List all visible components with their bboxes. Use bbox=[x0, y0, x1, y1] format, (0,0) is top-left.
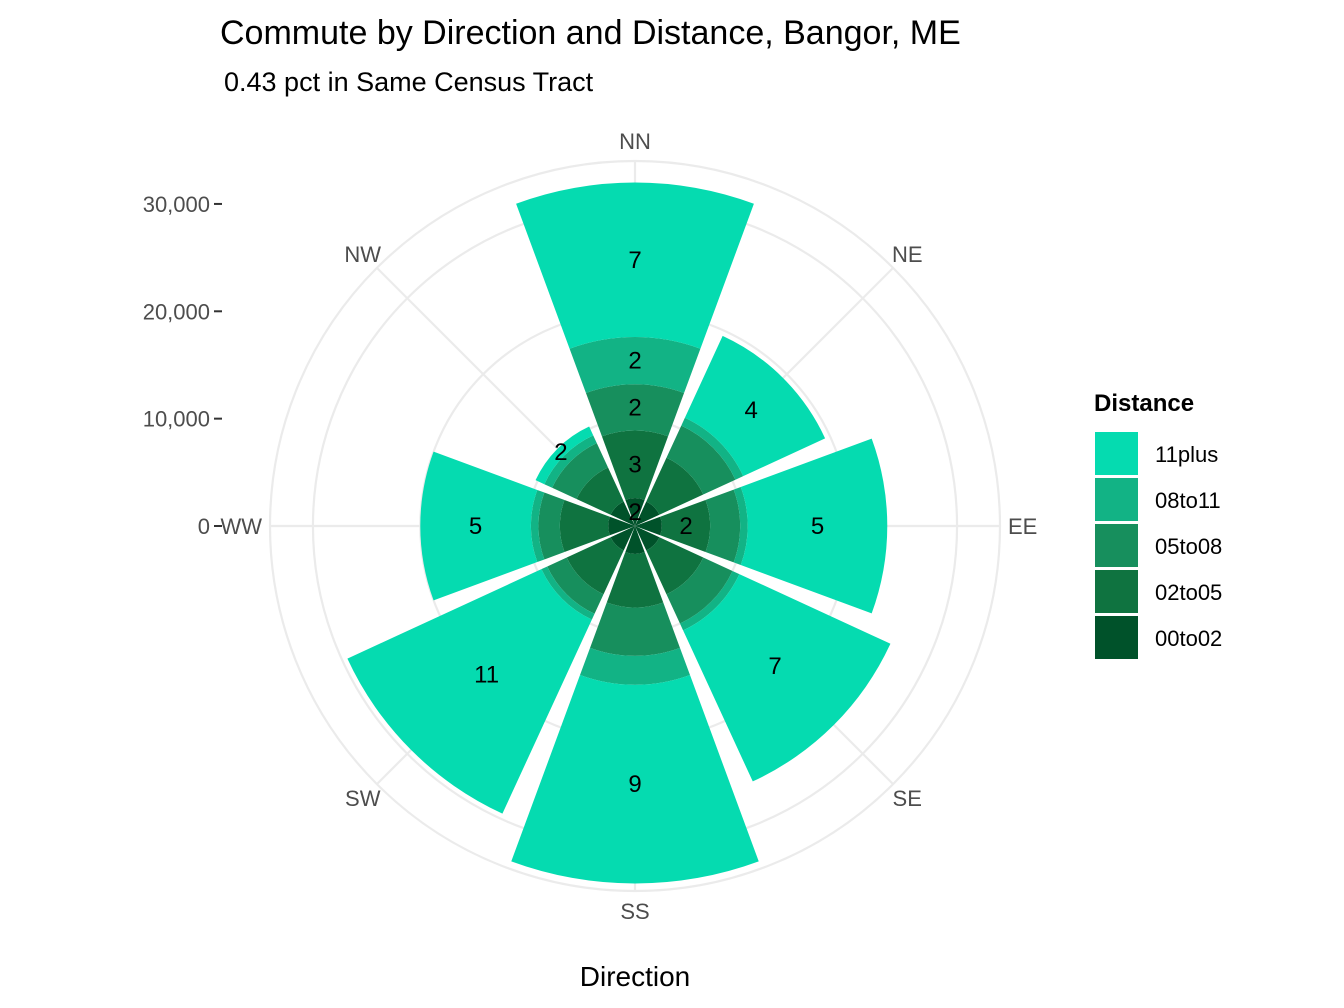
bar-NE-05to08 bbox=[666, 425, 736, 495]
bar-WW-08to11 bbox=[530, 489, 545, 563]
direction-label-EE: EE bbox=[1008, 514, 1037, 539]
legend-key-00to02 bbox=[1095, 616, 1138, 659]
bar-label-SS-11plus: 9 bbox=[628, 771, 641, 798]
legend-key-05to08 bbox=[1095, 524, 1138, 567]
bar-EE-08to11 bbox=[733, 486, 748, 566]
bar-EE-05to08 bbox=[705, 489, 741, 563]
bar-label-SW-11plus: 11 bbox=[474, 661, 499, 688]
bar-label-SE-11plus: 7 bbox=[768, 653, 781, 680]
legend-label-00to02: 00to02 bbox=[1155, 626, 1222, 651]
bar-SW-02to05 bbox=[566, 537, 624, 595]
bar-SE-08to11 bbox=[679, 570, 740, 631]
bar-SE-11plus bbox=[683, 574, 891, 782]
y-tick-label-2: 20,000 bbox=[143, 299, 210, 324]
legend-label-08to11: 08to11 bbox=[1155, 488, 1221, 513]
direction-label-WW: WW bbox=[220, 514, 262, 539]
bar-SS-11plus bbox=[511, 675, 759, 884]
direction-label-SE: SE bbox=[893, 786, 922, 811]
bar-EE-00to02 bbox=[635, 516, 662, 536]
bar-SS-02to05 bbox=[606, 552, 664, 608]
bar-label-NE-11plus: 4 bbox=[744, 397, 757, 424]
bar-NN-08to11 bbox=[569, 337, 701, 394]
bar-label-NW-11plus: 2 bbox=[554, 439, 567, 466]
bar-SS-00to02 bbox=[625, 526, 645, 554]
legend-label-02to05: 02to05 bbox=[1155, 580, 1222, 605]
bar-NN-05to08 bbox=[585, 384, 685, 437]
bar-label-EE-02to05: 2 bbox=[679, 513, 692, 540]
bar-label-NN-02to05: 3 bbox=[628, 451, 641, 478]
bar-WW-02to05 bbox=[559, 499, 610, 553]
bar-NE-00to02 bbox=[635, 501, 660, 526]
legend-key-11plus bbox=[1095, 432, 1138, 475]
bar-NN-11plus bbox=[516, 182, 754, 349]
legend-key-08to11 bbox=[1095, 478, 1138, 521]
bar-SW-08to11 bbox=[541, 566, 595, 620]
chart-subtitle: 0.43 pct in Same Census Tract bbox=[224, 67, 594, 97]
bar-labels: 2 3 2 2 7 4 2 5 7 9 11 5 2 bbox=[469, 247, 824, 798]
direction-label-SW: SW bbox=[345, 786, 381, 811]
bar-label-WW-11plus: 5 bbox=[469, 513, 482, 540]
y-tick-label-0: 0 bbox=[198, 514, 210, 539]
y-tick-label-1: 10,000 bbox=[143, 407, 210, 432]
bar-WW-11plus bbox=[420, 451, 538, 601]
bar-NW-08to11 bbox=[544, 435, 597, 488]
bar-label-NN-08to11: 2 bbox=[628, 348, 641, 375]
bar-label-NN-00to02: 2 bbox=[628, 499, 641, 526]
bar-SS-05to08 bbox=[590, 602, 680, 656]
bar-label-EE-11plus: 5 bbox=[811, 513, 824, 540]
bar-WW-05to08 bbox=[538, 492, 565, 560]
bar-WW-00to02 bbox=[608, 516, 635, 536]
legend-title: Distance bbox=[1094, 390, 1194, 417]
bar-SE-05to08 bbox=[666, 557, 733, 624]
bar-SW-05to08 bbox=[547, 557, 604, 614]
legend-label-05to08: 05to08 bbox=[1155, 534, 1222, 559]
bar-NW-05to08 bbox=[552, 443, 609, 500]
x-axis-label: Direction bbox=[580, 961, 690, 992]
bar-NW-00to02 bbox=[610, 501, 635, 526]
direction-label-SS: SS bbox=[620, 899, 649, 924]
radial-axis: 0 10,000 20,000 30,000 bbox=[143, 192, 222, 539]
bar-SE-02to05 bbox=[646, 537, 704, 595]
y-tick-label-3: 30,000 bbox=[143, 192, 210, 217]
bar-EE-11plus bbox=[740, 438, 888, 614]
bar-NW-11plus bbox=[535, 426, 594, 485]
bar-label-NN-11plus: 7 bbox=[628, 247, 641, 274]
direction-labels: NN NE EE SE SS SW WW NW bbox=[220, 129, 1037, 924]
direction-label-NW: NW bbox=[344, 242, 381, 267]
direction-label-NE: NE bbox=[892, 242, 923, 267]
legend-label-11plus: 11plus bbox=[1155, 442, 1218, 467]
bar-label-NN-05to08: 2 bbox=[628, 394, 641, 421]
bar-NE-02to05 bbox=[646, 457, 704, 515]
bar-segments bbox=[347, 182, 891, 884]
direction-label-NN: NN bbox=[619, 129, 651, 154]
legend-key-02to05 bbox=[1095, 570, 1138, 613]
bar-SW-11plus bbox=[347, 569, 592, 814]
chart-title: Commute by Direction and Distance, Bango… bbox=[220, 14, 961, 52]
bar-NE-08to11 bbox=[681, 417, 744, 480]
bar-SE-00to02 bbox=[635, 526, 660, 551]
bar-SS-08to11 bbox=[580, 647, 690, 685]
bar-EE-02to05 bbox=[660, 499, 711, 553]
legend: Distance 11plus 08to11 05to08 02to05 00to02 bbox=[1094, 390, 1222, 659]
bar-NW-02to05 bbox=[576, 467, 624, 515]
bar-SW-00to02 bbox=[610, 526, 635, 551]
bar-NN-00to02 bbox=[625, 498, 645, 526]
bar-NE-11plus bbox=[684, 335, 826, 477]
bar-NN-02to05 bbox=[601, 430, 669, 500]
